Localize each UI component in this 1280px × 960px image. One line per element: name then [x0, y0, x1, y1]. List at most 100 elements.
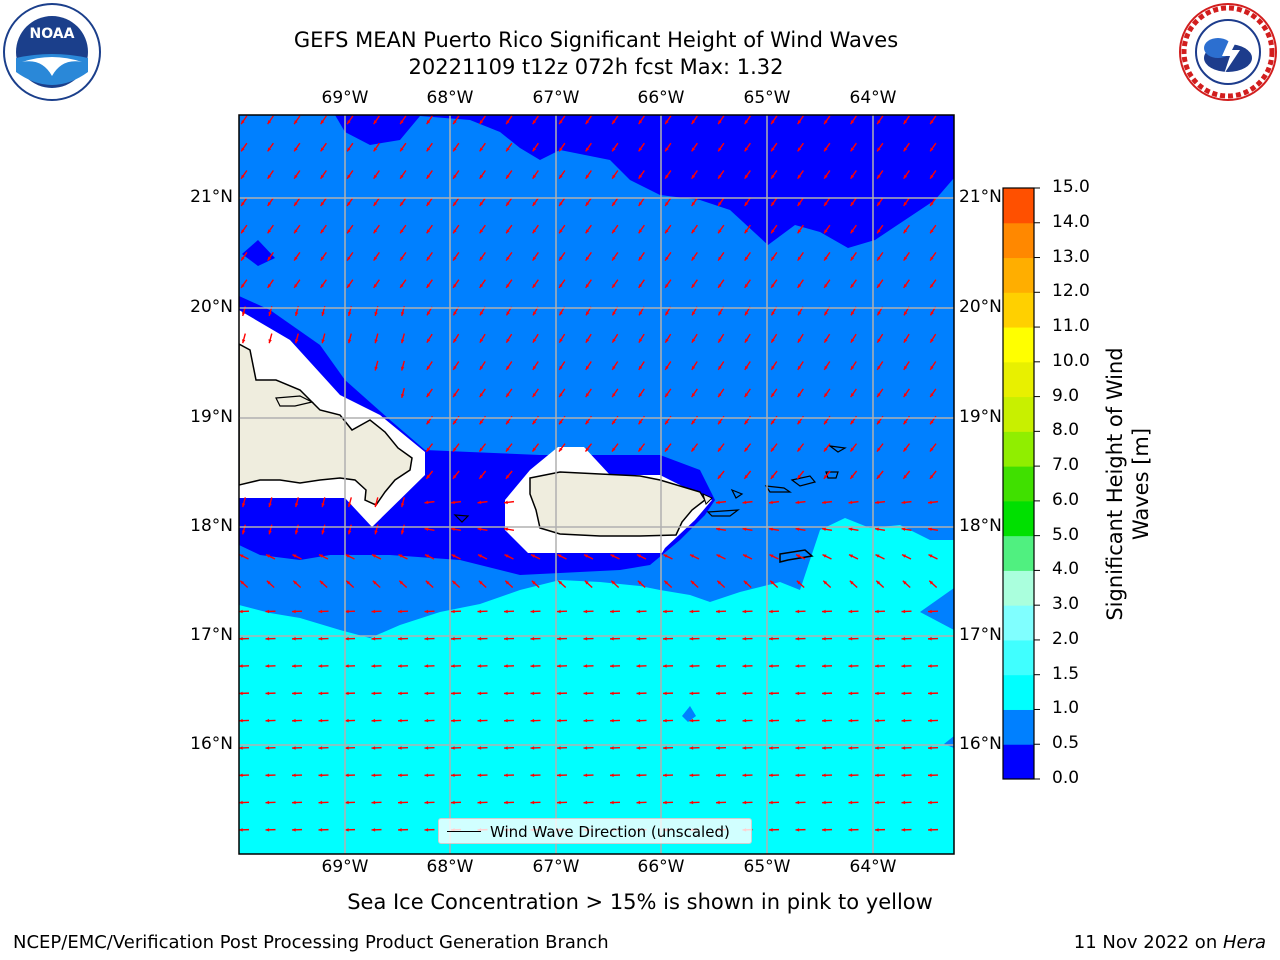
wind-wave-arrowhead: [585, 283, 590, 288]
wind-wave-arrowhead: [319, 554, 324, 558]
wind-wave-arrowhead: [770, 580, 775, 585]
wind-wave-arrowhead: [424, 800, 429, 805]
wind-wave-arrowhead: [901, 609, 906, 614]
wind-wave-arrowhead: [636, 637, 641, 641]
wind-wave-arrowhead: [716, 746, 720, 750]
wind-wave-arrowhead: [771, 229, 775, 234]
wind-wave-arrowhead: [559, 283, 563, 288]
wind-wave-arrowhead: [268, 339, 272, 344]
wind-wave-arrowhead: [477, 773, 482, 777]
wind-wave-arrowhead: [876, 580, 881, 585]
wind-wave-arrowhead: [557, 800, 561, 805]
wind-wave-arrowhead: [294, 174, 298, 179]
colorbar-frame: [1002, 187, 1035, 780]
lat-label-left: 21°N: [190, 187, 233, 207]
wind-wave-arrowhead: [584, 554, 589, 558]
wind-wave-arrowhead: [876, 474, 881, 479]
wind-wave-arrowhead: [742, 773, 747, 777]
land-st-thomas: [730, 488, 744, 499]
wind-wave-arrowhead: [318, 773, 323, 777]
wind-wave-arrowhead: [612, 338, 616, 343]
colorbar-tick-label: 14.0: [1052, 211, 1090, 232]
wind-wave-arrowhead: [265, 609, 270, 614]
wind-wave-arrowhead: [292, 773, 296, 777]
wind-wave-arrowhead: [822, 828, 826, 832]
wind-wave-arrowhead: [267, 256, 272, 261]
wind-wave-arrowhead: [903, 365, 908, 370]
wind-wave-arrowhead: [426, 338, 431, 343]
wind-wave-arrowhead: [294, 503, 299, 508]
wind-wave-arrowhead: [744, 120, 749, 125]
lat-label-right: 17°N: [959, 625, 1002, 645]
wind-wave-arrowhead: [426, 256, 431, 261]
wind-wave-arrowhead: [559, 229, 563, 234]
colorbar-tick-label: 3.0: [1052, 594, 1080, 615]
footer-date: 11 Nov 2022 on: [1073, 932, 1223, 953]
wind-wave-arrowhead: [638, 120, 643, 125]
wind-wave-arrowhead: [347, 174, 351, 179]
wind-wave-arrowhead: [477, 500, 482, 505]
wind-wave-arrowhead: [426, 365, 431, 370]
wind-wave-arrowhead: [400, 339, 405, 344]
wind-wave-arrowhead: [744, 256, 749, 261]
colorbar-tick-label: 13.0: [1052, 246, 1090, 267]
wind-wave-arrowhead: [506, 147, 510, 152]
wind-wave-arrowhead: [928, 800, 932, 805]
colorbar-segment: [1003, 535, 1034, 571]
wind-wave-arrowhead: [875, 718, 879, 723]
wind-wave-arrowhead: [848, 746, 853, 750]
wind-wave-arrowhead: [584, 580, 589, 585]
wind-wave-arrowhead: [426, 229, 431, 234]
wind-wave-arrowhead: [689, 691, 694, 696]
wind-wave-arrowhead: [850, 420, 855, 425]
wind-wave-arrowhead: [664, 580, 669, 585]
wind-wave-arrowhead: [663, 746, 667, 750]
wind-wave-arrowhead: [347, 312, 352, 316]
wind-wave-arrowhead: [928, 664, 932, 668]
wind-wave-arrowhead: [795, 691, 800, 696]
wind-wave-arrowhead: [504, 637, 508, 641]
wind-wave-arrowhead: [744, 420, 749, 425]
lat-label-left: 18°N: [190, 516, 233, 536]
wind-wave-arrowhead: [451, 718, 455, 723]
wind-wave-arrowhead: [665, 393, 669, 398]
wind-wave-arrowhead: [292, 664, 296, 668]
wind-wave-arrowhead: [373, 202, 378, 206]
wind-wave-arrowhead: [585, 147, 590, 152]
lat-label-left: 19°N: [190, 407, 233, 427]
chart-title: GEFS MEAN Puerto Rico Significant Height…: [293, 28, 899, 52]
colorbar-segment: [1003, 570, 1034, 606]
wind-wave-arrowhead: [824, 393, 828, 398]
wind-wave-arrowhead: [583, 773, 588, 777]
wind-wave-arrowhead: [903, 256, 908, 261]
wind-wave-arrowhead: [453, 311, 457, 316]
wind-wave-arrowhead: [479, 365, 484, 370]
wind-wave-arrowhead: [610, 664, 614, 668]
wind-wave-arrowhead: [928, 554, 933, 558]
wind-wave-arrowhead: [318, 637, 323, 641]
wind-wave-arrowhead: [665, 147, 669, 152]
wind-wave-arrowhead: [797, 338, 802, 343]
wind-wave-arrowhead: [665, 338, 669, 343]
wind-wave-arrowhead: [477, 691, 482, 696]
wind-wave-arrowhead: [691, 365, 696, 370]
wind-wave-arrowhead: [400, 366, 405, 371]
wind-wave-arrowhead: [452, 474, 457, 479]
wind-wave-arrowhead: [822, 718, 826, 723]
wind-wave-arrowhead: [797, 283, 802, 288]
wind-wave-arrowhead: [557, 691, 561, 696]
wind-wave-arrowhead: [372, 580, 377, 585]
lon-label-bottom: 67°W: [532, 857, 580, 877]
wind-wave-arrowhead: [744, 229, 749, 234]
wind-wave-arrowhead: [717, 474, 722, 479]
wind-wave-arrowhead: [345, 664, 349, 668]
lon-label-top: 65°W: [743, 88, 791, 108]
wind-wave-arrowhead: [689, 800, 694, 805]
wind-wave-arrowhead: [345, 609, 349, 614]
wind-wave-arrowhead: [426, 283, 431, 288]
wind-wave-arrowhead: [477, 800, 482, 805]
wind-wave-arrowhead: [583, 664, 588, 668]
wind-wave-arrowhead: [824, 120, 828, 125]
lon-label-top: 66°W: [637, 88, 685, 108]
